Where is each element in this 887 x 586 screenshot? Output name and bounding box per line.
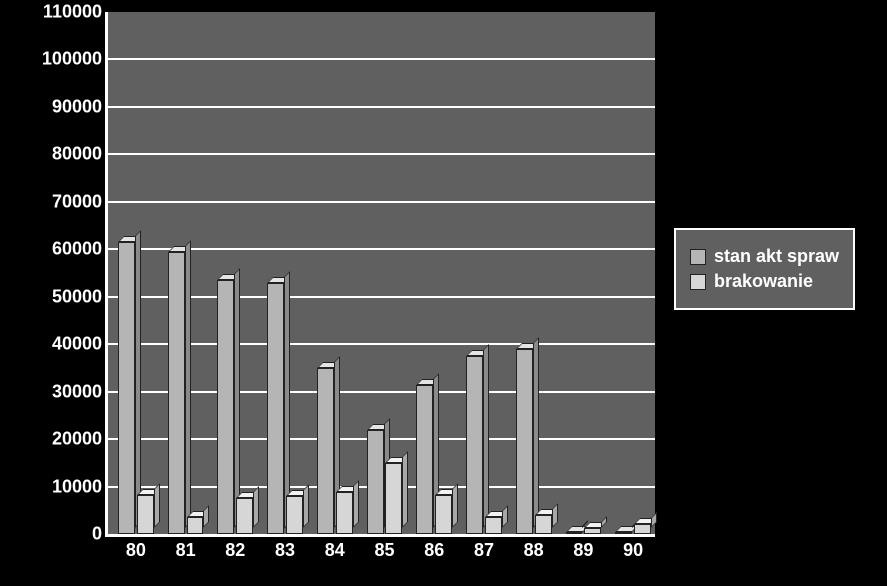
gridline bbox=[108, 106, 655, 108]
bar-brakowanie bbox=[535, 515, 552, 534]
bar-brakowanie bbox=[236, 498, 253, 534]
x-tick-label: 83 bbox=[275, 534, 295, 561]
y-tick-label: 20000 bbox=[52, 429, 108, 450]
x-tick-label: 82 bbox=[225, 534, 245, 561]
bar-brakowanie bbox=[634, 524, 651, 534]
bar-brakowanie bbox=[584, 528, 601, 534]
x-tick-label: 84 bbox=[325, 534, 345, 561]
legend-label: brakowanie bbox=[714, 271, 813, 292]
legend-label: stan akt spraw bbox=[714, 246, 839, 267]
bar-brakowanie bbox=[485, 517, 502, 534]
x-tick-label: 86 bbox=[424, 534, 444, 561]
x-tick-label: 85 bbox=[374, 534, 394, 561]
bar-brakowanie bbox=[385, 463, 402, 534]
y-tick-label: 70000 bbox=[52, 191, 108, 212]
bar-brakowanie bbox=[286, 496, 303, 534]
x-tick-label: 87 bbox=[474, 534, 494, 561]
gridline bbox=[108, 58, 655, 60]
bar-stan_akt_spraw bbox=[566, 532, 583, 534]
bar-stan_akt_spraw bbox=[416, 385, 433, 534]
bar-brakowanie bbox=[137, 495, 154, 534]
y-tick-label: 40000 bbox=[52, 334, 108, 355]
x-tick-label: 88 bbox=[524, 534, 544, 561]
bar-brakowanie bbox=[336, 492, 353, 534]
plot-area: 0100002000030000400005000060000700008000… bbox=[105, 12, 655, 537]
y-tick-label: 100000 bbox=[42, 49, 108, 70]
bar-stan_akt_spraw bbox=[615, 532, 632, 534]
bar-stan_akt_spraw bbox=[367, 430, 384, 534]
y-tick-label: 60000 bbox=[52, 239, 108, 260]
x-tick-label: 80 bbox=[126, 534, 146, 561]
y-tick-label: 50000 bbox=[52, 286, 108, 307]
legend-item: brakowanie bbox=[690, 271, 839, 292]
chart-stage: 0 10000 20000 30000 40000 50000 60000 70000 8000… bbox=[0, 0, 887, 586]
y-tick-label: 0 bbox=[92, 524, 108, 545]
bar-stan_akt_spraw bbox=[466, 356, 483, 534]
bar-stan_akt_spraw bbox=[516, 349, 533, 534]
x-tick-label: 89 bbox=[573, 534, 593, 561]
y-tick-label: 110000 bbox=[43, 2, 108, 23]
y-tick-label: 10000 bbox=[52, 476, 108, 497]
bar-stan_akt_spraw bbox=[267, 283, 284, 535]
legend-item: stan akt spraw bbox=[690, 246, 839, 267]
y-tick-label: 90000 bbox=[52, 96, 108, 117]
gridline bbox=[108, 153, 655, 155]
bar-stan_akt_spraw bbox=[168, 252, 185, 534]
y-tick-label: 80000 bbox=[52, 144, 108, 165]
bar-stan_akt_spraw bbox=[217, 280, 234, 534]
bar-stan_akt_spraw bbox=[317, 368, 334, 534]
bar-brakowanie bbox=[435, 495, 452, 534]
bar-brakowanie bbox=[187, 517, 204, 534]
x-tick-label: 90 bbox=[623, 534, 643, 561]
legend: stan akt spraw brakowanie bbox=[674, 228, 855, 310]
legend-swatch bbox=[690, 249, 706, 265]
x-tick-label: 81 bbox=[176, 534, 196, 561]
gridline bbox=[108, 201, 655, 203]
bar-stan_akt_spraw bbox=[118, 242, 135, 534]
legend-swatch bbox=[690, 274, 706, 290]
y-tick-label: 30000 bbox=[52, 381, 108, 402]
